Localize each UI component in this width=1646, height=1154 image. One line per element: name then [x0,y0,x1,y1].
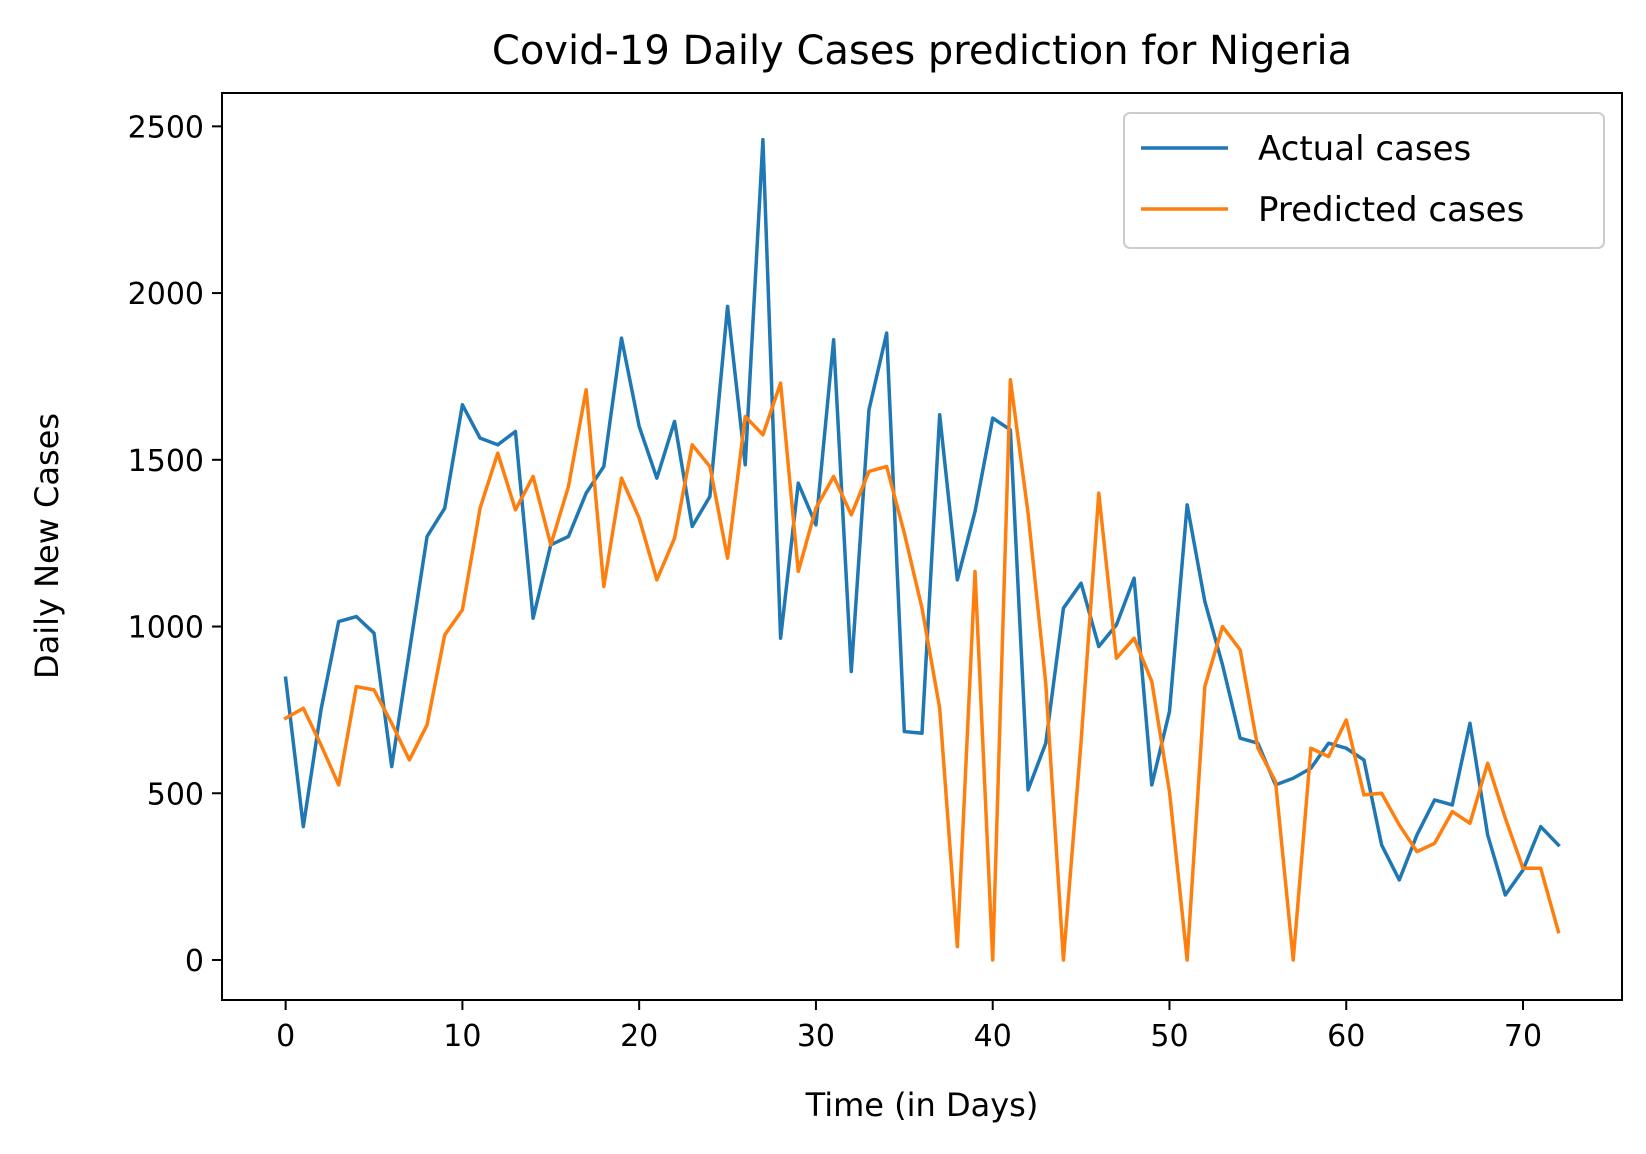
y-tick-label: 1500 [128,444,204,479]
legend-label-actual: Actual cases [1258,129,1471,169]
series-line-actual [283,137,1561,897]
y-tick-label: 1000 [128,611,204,646]
chart-title: Covid-19 Daily Cases prediction for Nige… [492,28,1352,74]
x-tick-label: 30 [797,1019,835,1054]
y-tick-label: 2000 [128,277,204,312]
x-axis-label: Time (in Days) [805,1086,1039,1124]
x-tick-label: 60 [1327,1019,1365,1054]
axes-frame [221,92,1623,1001]
x-tick-label: 10 [443,1019,481,1054]
x-tick-label: 70 [1504,1019,1542,1054]
legend: Actual cases Predicted cases [1123,112,1605,249]
legend-label-predicted: Predicted cases [1258,190,1524,230]
series-layer [283,137,1561,962]
y-tick-label: 0 [185,944,204,979]
y-axis: 0 500 1000 1500 2000 2500 [128,110,222,979]
x-tick-label: 50 [1150,1019,1188,1054]
x-tick-label: 0 [276,1019,295,1054]
y-tick-label: 2500 [128,110,204,145]
x-tick-label: 20 [620,1019,658,1054]
x-axis: 0 10 20 30 40 50 60 70 [276,1000,1542,1054]
series-line-predicted [283,378,1561,962]
legend-box [1123,112,1605,249]
x-tick-label: 40 [974,1019,1012,1054]
y-axis-label: Daily New Cases [28,413,66,679]
y-tick-label: 500 [147,777,204,812]
